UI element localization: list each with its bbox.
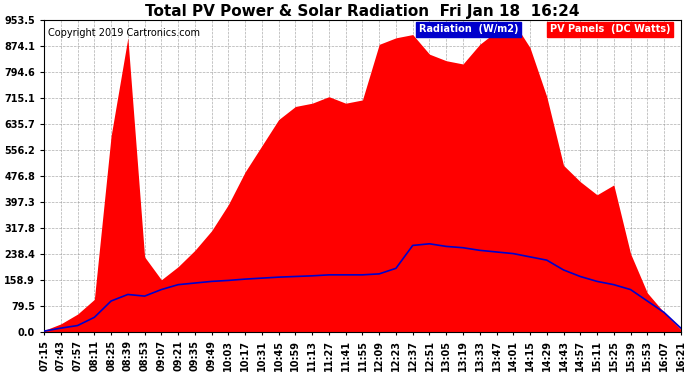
Text: PV Panels  (DC Watts): PV Panels (DC Watts) — [550, 24, 670, 34]
Title: Total PV Power & Solar Radiation  Fri Jan 18  16:24: Total PV Power & Solar Radiation Fri Jan… — [145, 4, 580, 19]
Text: Radiation  (W/m2): Radiation (W/m2) — [419, 24, 518, 34]
Text: Copyright 2019 Cartronics.com: Copyright 2019 Cartronics.com — [48, 28, 199, 38]
